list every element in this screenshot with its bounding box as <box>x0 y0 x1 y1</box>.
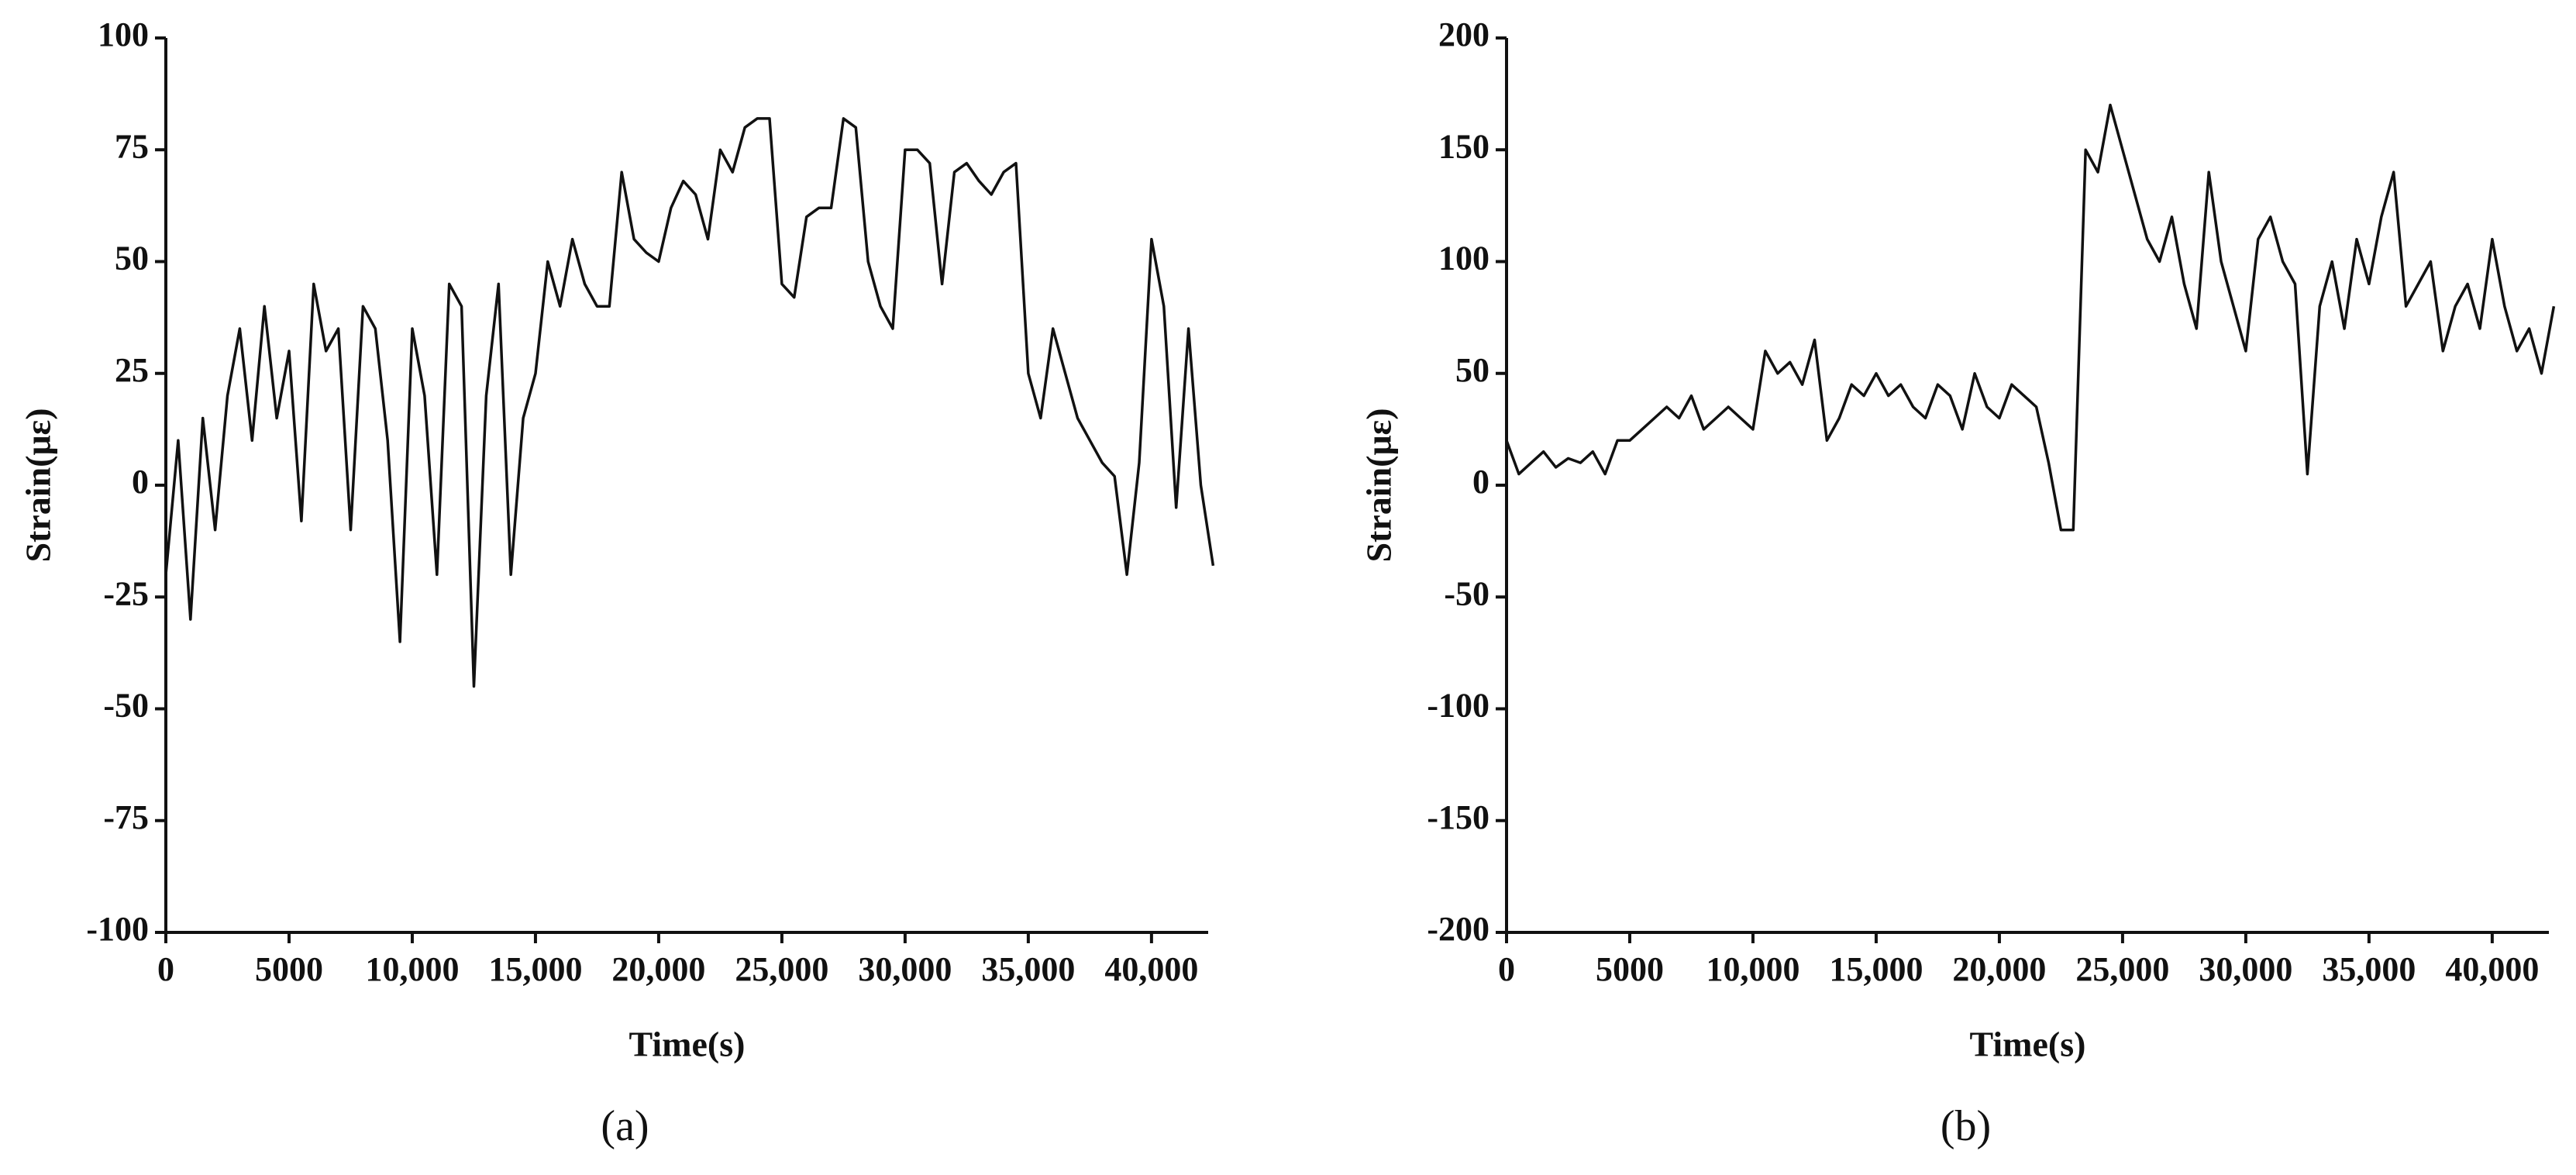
x-tick-label: 25,000 <box>735 950 828 988</box>
x-tick-label: 15,000 <box>488 950 582 988</box>
x-tick-label: 20,000 <box>611 950 705 988</box>
panel-label: (b) <box>1941 1102 1991 1150</box>
x-tick-label: 0 <box>157 950 174 988</box>
y-tick-label: 100 <box>1438 239 1489 277</box>
y-tick-label: 75 <box>115 127 149 165</box>
x-tick-label: 35,000 <box>2322 950 2416 988</box>
y-tick-label: -100 <box>1427 687 1489 725</box>
x-tick-label: 15,000 <box>1829 950 1923 988</box>
y-axis-title: Strain(με) <box>19 408 58 562</box>
y-tick-label: -100 <box>86 910 149 948</box>
y-tick-label: -150 <box>1427 798 1489 836</box>
y-tick-label: 100 <box>98 16 149 53</box>
x-tick-label: 20,000 <box>1952 950 2046 988</box>
x-tick-label: 5000 <box>1596 950 1664 988</box>
y-tick-label: -200 <box>1427 910 1489 948</box>
y-tick-label: -50 <box>1444 574 1489 612</box>
x-axis-title: Time(s) <box>629 1025 746 1064</box>
y-tick-label: 50 <box>115 239 149 277</box>
x-tick-label: 35,000 <box>981 950 1075 988</box>
x-tick-label: 0 <box>1498 950 1515 988</box>
x-tick-label: 40,000 <box>2445 950 2539 988</box>
data-line <box>164 117 1215 688</box>
y-tick-label: 0 <box>1472 463 1489 501</box>
panel-label: (a) <box>601 1102 649 1150</box>
y-tick-label: 150 <box>1438 127 1489 165</box>
y-axis-title: Strain(με) <box>1359 408 1399 562</box>
x-tick-label: 5000 <box>255 950 323 988</box>
y-tick-label: 0 <box>132 463 149 501</box>
x-tick-label: 30,000 <box>858 950 952 988</box>
y-tick-label: -75 <box>103 798 149 836</box>
data-line <box>1505 103 2556 532</box>
x-tick-label: 10,000 <box>1706 950 1799 988</box>
x-axis-title: Time(s) <box>1970 1025 2086 1064</box>
y-tick-label: 25 <box>115 351 149 389</box>
x-tick-label: 40,000 <box>1104 950 1198 988</box>
y-tick-label: 50 <box>1455 351 1489 389</box>
y-tick-label: -25 <box>103 574 149 612</box>
x-tick-label: 25,000 <box>2075 950 2169 988</box>
x-tick-label: 10,000 <box>365 950 459 988</box>
y-tick-label: 200 <box>1438 16 1489 53</box>
y-tick-label: -50 <box>103 687 149 725</box>
x-tick-label: 30,000 <box>2199 950 2292 988</box>
